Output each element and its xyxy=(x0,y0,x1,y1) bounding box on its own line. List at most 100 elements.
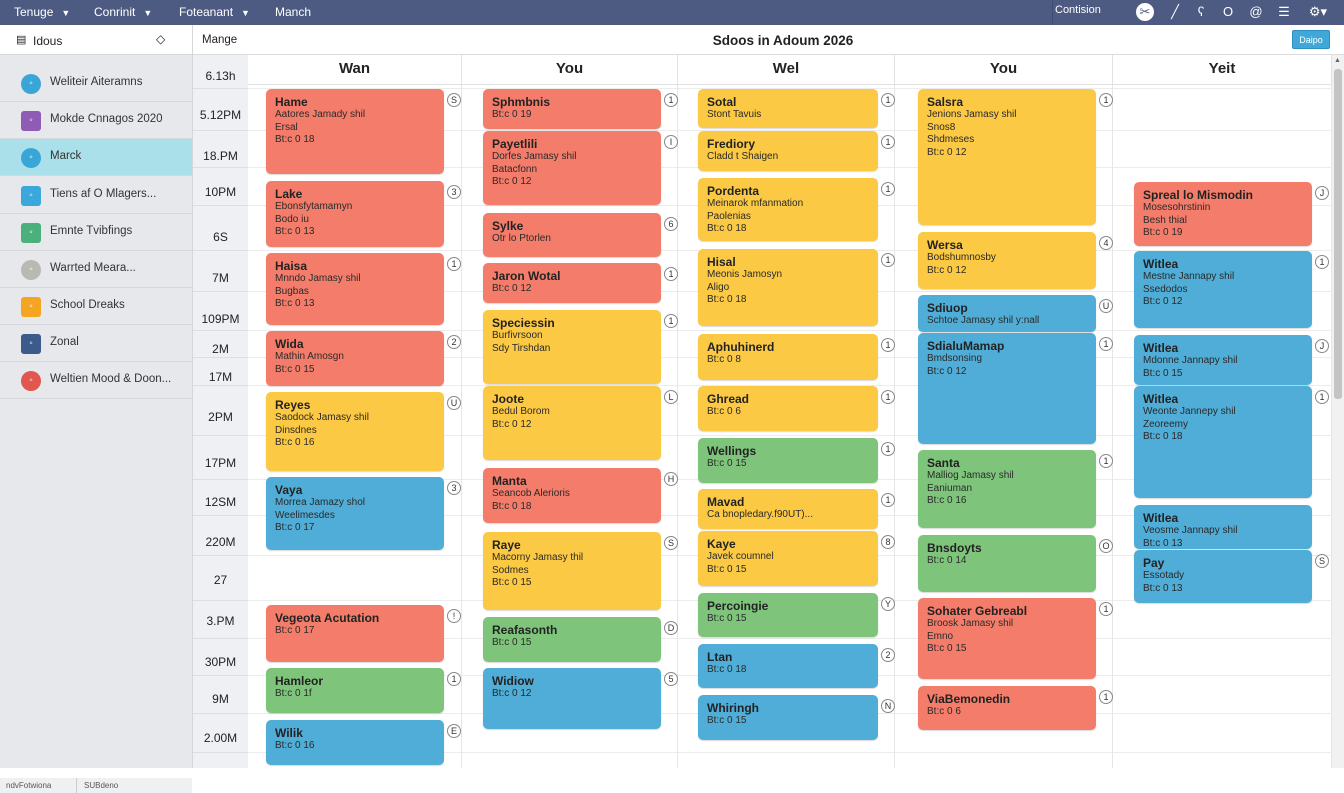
event-badge-icon[interactable]: 8 xyxy=(881,535,895,549)
event-badge-icon[interactable]: U xyxy=(1099,299,1113,313)
sidebar-item[interactable]: ◦ Weltien Mood & Doon... xyxy=(0,362,192,399)
event-badge-icon[interactable]: 1 xyxy=(881,182,895,196)
event-badge-icon[interactable]: 1 xyxy=(1099,337,1113,351)
event-card[interactable]: Sdiuop Schtoe Jamasy shil y:nall xyxy=(918,295,1096,332)
menu-manch[interactable]: Manch xyxy=(275,5,311,19)
event-badge-icon[interactable]: 1 xyxy=(664,93,678,107)
event-card[interactable]: Reafasonth Bt:c 0 15 xyxy=(483,617,661,662)
event-card[interactable]: Wida Mathin Amosgn Bt:c 0 15 xyxy=(266,331,444,386)
event-card[interactable]: ViaBemonedin Bt:c 0 6 xyxy=(918,686,1096,730)
event-card[interactable]: Ghread Bt:c 0 6 xyxy=(698,386,878,431)
event-badge-icon[interactable]: 1 xyxy=(1315,255,1329,269)
event-card[interactable]: Lake Ebonsfytamamyn Bodo iu Bt:c 0 13 xyxy=(266,181,444,247)
event-badge-icon[interactable]: 3 xyxy=(447,481,461,495)
event-badge-icon[interactable]: 3 xyxy=(447,185,461,199)
event-card[interactable]: Percoingie Bt:c 0 15 xyxy=(698,593,878,637)
event-badge-icon[interactable]: S xyxy=(664,536,678,550)
event-badge-icon[interactable]: 1 xyxy=(1099,690,1113,704)
event-card[interactable]: Widiow Bt:c 0 12 xyxy=(483,668,661,729)
event-card[interactable]: Hisal Meonis Jamosyn Aligo Bt:c 0 18 xyxy=(698,249,878,326)
sidebar-item[interactable]: ◦ Marck xyxy=(0,139,192,176)
list-icon[interactable]: ☰ xyxy=(1278,4,1290,19)
event-badge-icon[interactable]: 1 xyxy=(881,253,895,267)
event-badge-icon[interactable]: 1 xyxy=(881,338,895,352)
event-card[interactable]: Payetlili Dorfes Jamasy shil Batacfonn Bt:c… xyxy=(483,131,661,205)
event-card[interactable]: Jaron Wotal Bt:c 0 12 xyxy=(483,263,661,303)
event-card[interactable]: Joote Bedul Borom Bt:c 0 12 xyxy=(483,386,661,460)
day-header[interactable]: You xyxy=(895,55,1113,85)
circle-icon[interactable]: O xyxy=(1222,4,1234,19)
menu-conrinit[interactable]: Conrinit ▼ xyxy=(94,5,152,19)
event-card[interactable]: Pay Essotady Bt:c 0 13 xyxy=(1134,550,1312,603)
menu-tenuge[interactable]: Tenuge ▼ xyxy=(14,5,70,19)
event-card[interactable]: Raye Macorny Jamasy thil Sodmes Bt:c 0 15 xyxy=(483,532,661,610)
event-card[interactable]: Vegeota Acutation Bt:c 0 17 xyxy=(266,605,444,662)
event-badge-icon[interactable]: 1 xyxy=(1099,93,1113,107)
event-badge-icon[interactable]: L xyxy=(664,390,678,404)
event-card[interactable]: Spreal lo Mismodin Mosesohrstinin Besh thi… xyxy=(1134,182,1312,246)
day-header[interactable]: Wel xyxy=(678,55,895,85)
sidebar-item[interactable]: ◦ Mokde Cnnagos 2020 xyxy=(0,102,192,139)
tools-icon[interactable]: ✂ xyxy=(1136,3,1154,21)
event-badge-icon[interactable]: J xyxy=(1315,186,1329,200)
event-badge-icon[interactable]: 6 xyxy=(664,217,678,231)
day-header[interactable]: You xyxy=(462,55,678,85)
day-header[interactable]: Wan xyxy=(248,55,462,85)
event-badge-icon[interactable]: D xyxy=(664,621,678,635)
event-card[interactable]: Kaye Javek coumnel Bt:c 0 15 xyxy=(698,531,878,586)
event-badge-icon[interactable]: Y xyxy=(881,597,895,611)
event-card[interactable]: Manta Seancob Alerioris Bt:c 0 18 xyxy=(483,468,661,523)
sidebar-item[interactable]: ◦ Weliteir Aiteramns xyxy=(0,65,192,102)
event-badge-icon[interactable]: 1 xyxy=(664,314,678,328)
event-card[interactable]: Bnsdoyts Bt:c 0 14 xyxy=(918,535,1096,592)
event-badge-icon[interactable]: J xyxy=(1315,339,1329,353)
event-badge-icon[interactable]: 1 xyxy=(881,442,895,456)
event-badge-icon[interactable]: O xyxy=(1099,539,1113,553)
event-badge-icon[interactable]: 1 xyxy=(881,493,895,507)
scrollbar-thumb[interactable] xyxy=(1334,69,1342,399)
event-card[interactable]: Sohater Gebreabl Broosk Jamasy shil Emno Bt… xyxy=(918,598,1096,679)
event-card[interactable]: Wersa Bodshumnosby Bt:c 0 12 xyxy=(918,232,1096,289)
event-card[interactable]: Ltan Bt:c 0 18 xyxy=(698,644,878,688)
event-badge-icon[interactable]: 1 xyxy=(447,257,461,271)
action-button[interactable]: Daipo xyxy=(1292,30,1330,49)
sidebar-item[interactable]: ◦ Emnte Tvibfings xyxy=(0,214,192,251)
day-header[interactable]: Yeit xyxy=(1113,55,1332,85)
menu-foteanant[interactable]: Foteanant ▼ xyxy=(179,5,250,19)
event-badge-icon[interactable]: E xyxy=(447,724,461,738)
event-badge-icon[interactable]: 2 xyxy=(881,648,895,662)
event-badge-icon[interactable]: S xyxy=(447,93,461,107)
sidebar-item[interactable]: ◦ Warrted Meara... xyxy=(0,251,192,288)
event-badge-icon[interactable]: ! xyxy=(447,609,461,623)
event-card[interactable]: Witlea Weonte Jannepy shil Zeoreemy Bt:c 0 … xyxy=(1134,386,1312,498)
event-badge-icon[interactable]: 1 xyxy=(881,93,895,107)
event-badge-icon[interactable]: 5 xyxy=(664,672,678,686)
event-card[interactable]: Hame Aatores Jamady shil Ersal Bt:c 0 18 xyxy=(266,89,444,174)
event-badge-icon[interactable]: S xyxy=(1315,554,1329,568)
event-card[interactable]: Witlea Veosme Jannapy shil Bt:c 0 13 xyxy=(1134,505,1312,549)
footer-link-1[interactable]: ndvFotwiona xyxy=(6,781,52,790)
event-card[interactable]: Haisa Mnndo Jamasy shil Bugbas Bt:c 0 13 xyxy=(266,253,444,325)
sidebar-item[interactable]: ◦ Tiens af O Mlagers... xyxy=(0,177,192,214)
sidebar-item[interactable]: ◦ School Dreaks xyxy=(0,288,192,325)
event-badge-icon[interactable]: H xyxy=(664,472,678,486)
event-badge-icon[interactable]: 1 xyxy=(1315,390,1329,404)
event-card[interactable]: Witlea Mdonne Jannapy shil Bt:c 0 15 xyxy=(1134,335,1312,385)
event-card[interactable]: Vaya Morrea Jamazy shol Weelimesdes Bt:c 0 … xyxy=(266,477,444,550)
event-card[interactable]: Salsra Jenions Jamasy shil Snos8 Shdmeses Bt… xyxy=(918,89,1096,225)
event-card[interactable]: Reyes Saodock Jamasy shil Dinsdnes Bt:c 0 1… xyxy=(266,392,444,471)
event-card[interactable]: Wilik Bt:c 0 16 xyxy=(266,720,444,765)
footer-link-2[interactable]: SUBdeno xyxy=(84,781,119,790)
event-badge-icon[interactable]: 2 xyxy=(447,335,461,349)
settings-icon[interactable]: ⚙▾ xyxy=(1308,4,1328,19)
event-card[interactable]: SdialuMamap Bmdsonsing Bt:c 0 12 xyxy=(918,333,1096,444)
event-card[interactable]: Aphuhinerd Bt:c 0 8 xyxy=(698,334,878,380)
sidebar-item[interactable]: ◦ Zonal xyxy=(0,325,192,362)
event-badge-icon[interactable]: N xyxy=(881,699,895,713)
event-badge-icon[interactable]: 1 xyxy=(881,390,895,404)
event-badge-icon[interactable]: 4 xyxy=(1099,236,1113,250)
event-badge-icon[interactable]: 1 xyxy=(447,672,461,686)
event-badge-icon[interactable]: 1 xyxy=(1099,602,1113,616)
event-badge-icon[interactable]: 1 xyxy=(1099,454,1113,468)
event-card[interactable]: Whiringh Bt:c 0 15 xyxy=(698,695,878,740)
